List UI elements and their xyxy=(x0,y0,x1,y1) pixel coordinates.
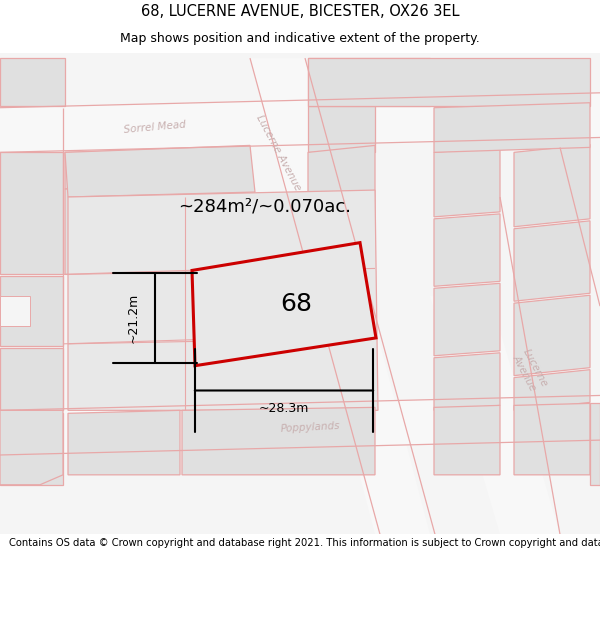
Polygon shape xyxy=(0,53,600,534)
Polygon shape xyxy=(65,146,255,197)
Text: 68: 68 xyxy=(280,292,312,316)
Text: 68, LUCERNE AVENUE, BICESTER, OX26 3EL: 68, LUCERNE AVENUE, BICESTER, OX26 3EL xyxy=(141,4,459,19)
Text: Map shows position and indicative extent of the property.: Map shows position and indicative extent… xyxy=(120,32,480,45)
Text: Lucerne
Avenue: Lucerne Avenue xyxy=(511,347,550,394)
Polygon shape xyxy=(0,152,63,274)
Polygon shape xyxy=(308,146,375,276)
Polygon shape xyxy=(434,406,500,475)
Polygon shape xyxy=(430,296,560,534)
Polygon shape xyxy=(0,411,63,485)
Polygon shape xyxy=(434,352,500,411)
Polygon shape xyxy=(0,58,65,106)
Text: Poppylands: Poppylands xyxy=(280,421,340,434)
Polygon shape xyxy=(182,408,375,475)
Polygon shape xyxy=(0,93,600,152)
Polygon shape xyxy=(65,182,248,274)
Polygon shape xyxy=(514,403,590,475)
Polygon shape xyxy=(514,221,590,301)
Polygon shape xyxy=(65,148,250,189)
Polygon shape xyxy=(192,242,376,366)
Text: ~28.3m: ~28.3m xyxy=(259,402,309,414)
Polygon shape xyxy=(250,58,430,534)
Polygon shape xyxy=(514,144,590,227)
Polygon shape xyxy=(590,403,600,485)
Polygon shape xyxy=(514,295,590,376)
Polygon shape xyxy=(0,276,63,346)
Polygon shape xyxy=(308,58,590,106)
Text: Contains OS data © Crown copyright and database right 2021. This information is : Contains OS data © Crown copyright and d… xyxy=(9,538,600,548)
Polygon shape xyxy=(308,58,430,106)
Text: ~21.2m: ~21.2m xyxy=(127,293,139,343)
Polygon shape xyxy=(434,214,500,286)
Polygon shape xyxy=(68,411,180,475)
Polygon shape xyxy=(514,369,590,411)
Polygon shape xyxy=(0,348,63,411)
Text: Sorrel Mead: Sorrel Mead xyxy=(124,120,187,135)
Polygon shape xyxy=(68,190,378,411)
Text: ~284m²/~0.070ac.: ~284m²/~0.070ac. xyxy=(179,198,352,216)
Text: Lucerne Avenue: Lucerne Avenue xyxy=(254,112,302,192)
Polygon shape xyxy=(0,296,30,326)
Polygon shape xyxy=(0,152,65,411)
Polygon shape xyxy=(0,396,600,455)
Polygon shape xyxy=(434,283,500,356)
Polygon shape xyxy=(308,106,375,152)
Polygon shape xyxy=(434,102,590,152)
Polygon shape xyxy=(0,413,63,485)
Polygon shape xyxy=(434,148,500,217)
